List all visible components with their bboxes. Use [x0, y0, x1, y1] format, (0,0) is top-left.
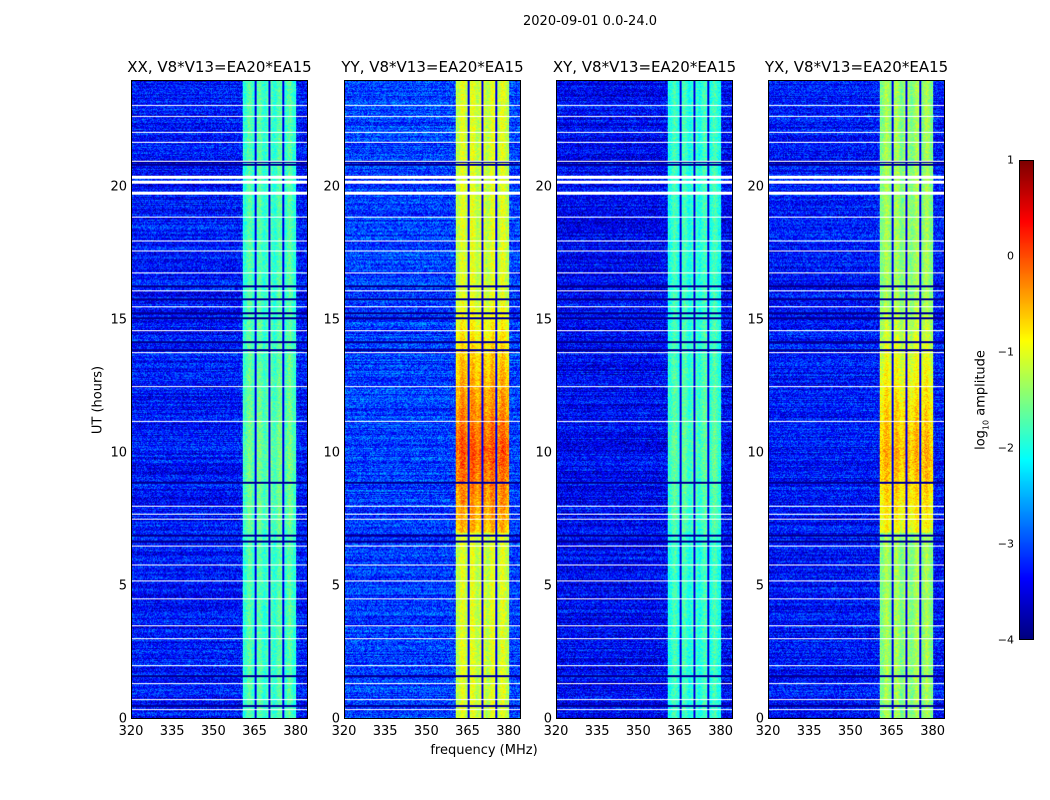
x-tick-label: 365: [242, 724, 267, 739]
y-axis-label: UT (hours): [90, 365, 106, 435]
colorbar-label-main: log: [973, 430, 989, 450]
colorbar-label-sub: 10: [981, 419, 991, 431]
colorbar-label: log10 amplitude: [974, 350, 991, 450]
x-tick-label: 380: [708, 724, 734, 739]
x-tick-label: 365: [455, 724, 480, 739]
x-tick-label: 350: [625, 724, 651, 739]
y-tick-label: 20: [323, 179, 340, 194]
x-tick-label: 380: [496, 724, 522, 739]
y-tick-label: 0: [118, 711, 127, 727]
x-tick-label: 320: [331, 724, 357, 739]
colorbar-tick-label: 0: [1007, 249, 1014, 263]
figure-title: 2020-09-01 0.0-24.0: [523, 14, 657, 29]
panel-title: YX, V8*V13=EA20*EA15: [764, 58, 949, 76]
heatmap-panel: [768, 80, 945, 719]
y-tick-label: 5: [755, 578, 764, 594]
heatmap-image: [345, 81, 520, 718]
colorbar-tick-label: −1: [997, 345, 1014, 359]
x-tick-label: 335: [796, 724, 822, 739]
colorbar: [1019, 160, 1034, 640]
x-tick-label: 320: [118, 724, 144, 739]
x-tick-label: 350: [200, 724, 226, 739]
y-tick-label: 5: [543, 578, 552, 594]
heatmap-panel: [344, 80, 521, 719]
panel-title: XX, V8*V13=EA20*EA15: [127, 58, 312, 76]
colorbar-label-rest: amplitude: [973, 350, 989, 420]
y-tick-label: 0: [543, 711, 552, 727]
x-tick-label: 320: [543, 724, 569, 739]
heatmap-image: [132, 81, 307, 718]
y-tick-label: 10: [747, 445, 764, 461]
y-tick-label: 5: [118, 578, 127, 594]
y-tick-label: 15: [110, 312, 127, 328]
y-tick-label: 0: [755, 711, 764, 727]
heatmap-panel: [131, 80, 308, 719]
x-tick-label: 320: [755, 724, 781, 739]
colorbar-tick-label: 1: [1007, 153, 1014, 167]
x-tick-label: 380: [920, 724, 946, 739]
x-axis-label: frequency (MHz): [430, 743, 538, 758]
colorbar-tick-label: −4: [997, 633, 1014, 647]
colorbar-gradient: [1020, 161, 1033, 639]
x-tick-label: 335: [372, 724, 398, 739]
y-tick-label: 20: [535, 179, 552, 194]
colorbar-tick-label: −3: [997, 537, 1014, 551]
x-tick-label: 350: [413, 724, 439, 739]
y-tick-label: 10: [323, 445, 340, 461]
x-tick-label: 365: [879, 724, 904, 739]
panel-title: XY, V8*V13=EA20*EA15: [552, 58, 737, 76]
y-tick-label: 10: [110, 445, 127, 461]
heatmap-image: [557, 81, 732, 718]
y-tick-label: 5: [331, 578, 340, 594]
y-tick-label: 0: [331, 711, 340, 727]
x-tick-label: 335: [159, 724, 185, 739]
y-tick-label: 20: [747, 179, 764, 194]
x-tick-label: 365: [667, 724, 692, 739]
x-tick-label: 380: [283, 724, 309, 739]
panel-title: YY, V8*V13=EA20*EA15: [341, 58, 524, 76]
colorbar-tick-label: −2: [997, 441, 1014, 455]
x-tick-label: 350: [837, 724, 863, 739]
y-tick-label: 10: [535, 445, 552, 461]
y-tick-label: 15: [747, 312, 764, 328]
heatmap-panel: [556, 80, 733, 719]
y-tick-label: 15: [535, 312, 552, 328]
y-tick-label: 20: [110, 179, 127, 194]
y-tick-label: 15: [323, 312, 340, 328]
heatmap-image: [769, 81, 944, 718]
x-tick-label: 335: [584, 724, 610, 739]
